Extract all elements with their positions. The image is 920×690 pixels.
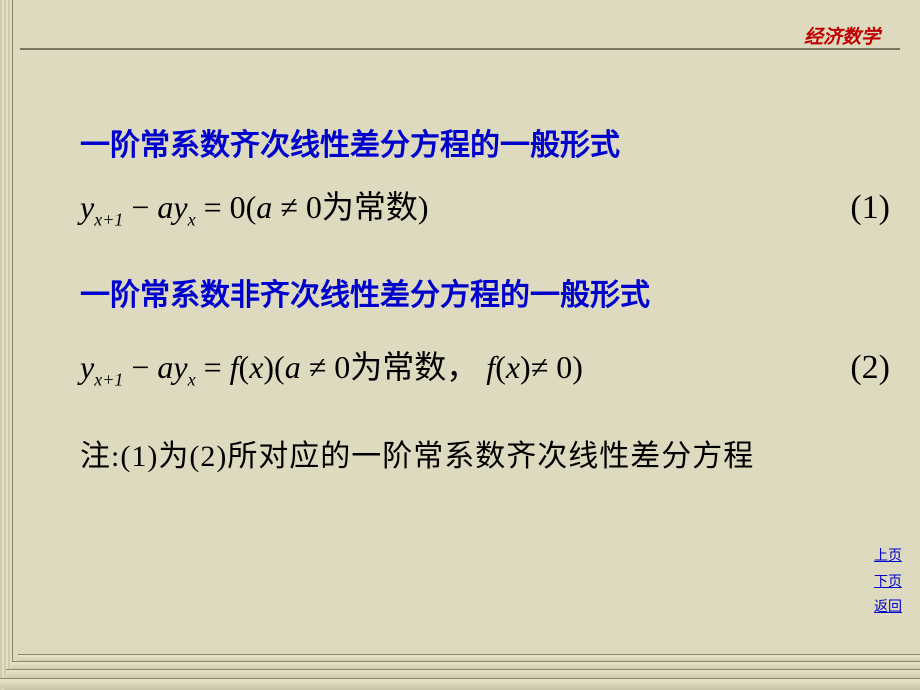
content: 一阶常系数齐次线性差分方程的一般形式 yx+1 − ayx = 0(a ≠ 0为… (80, 120, 890, 475)
slide: 经济数学 一阶常系数齐次线性差分方程的一般形式 yx+1 − ayx = 0(a… (0, 0, 920, 690)
header-label: 经济数学 (804, 22, 880, 49)
nav-next[interactable]: 下页 (874, 570, 902, 595)
header-rule (20, 48, 900, 50)
section1-equation: yx+1 − ayx = 0(a ≠ 0为常数) (1) (80, 182, 890, 230)
page-bottom-edge (0, 650, 920, 690)
nav-prev[interactable]: 上页 (874, 544, 902, 569)
nav-back[interactable]: 返回 (874, 595, 902, 620)
eq2-number: (2) (850, 349, 890, 387)
eq2-body: yx+1 − ayx = f(x)(a ≠ 0为常数， f(x)≠ 0) (80, 342, 583, 390)
nav-links: 上页 下页 返回 (874, 544, 902, 620)
section1-heading: 一阶常系数齐次线性差分方程的一般形式 (80, 120, 890, 164)
eq1-number: (1) (850, 189, 890, 227)
section2-equation: yx+1 − ayx = f(x)(a ≠ 0为常数， f(x)≠ 0) (2) (80, 342, 890, 390)
eq1-body: yx+1 − ayx = 0(a ≠ 0为常数) (80, 182, 429, 230)
section2-heading: 一阶常系数非齐次线性差分方程的一般形式 (80, 270, 890, 314)
note: 注:(1)为(2)所对应的一阶常系数齐次线性差分方程 (80, 431, 890, 475)
page-left-edge (0, 0, 18, 690)
